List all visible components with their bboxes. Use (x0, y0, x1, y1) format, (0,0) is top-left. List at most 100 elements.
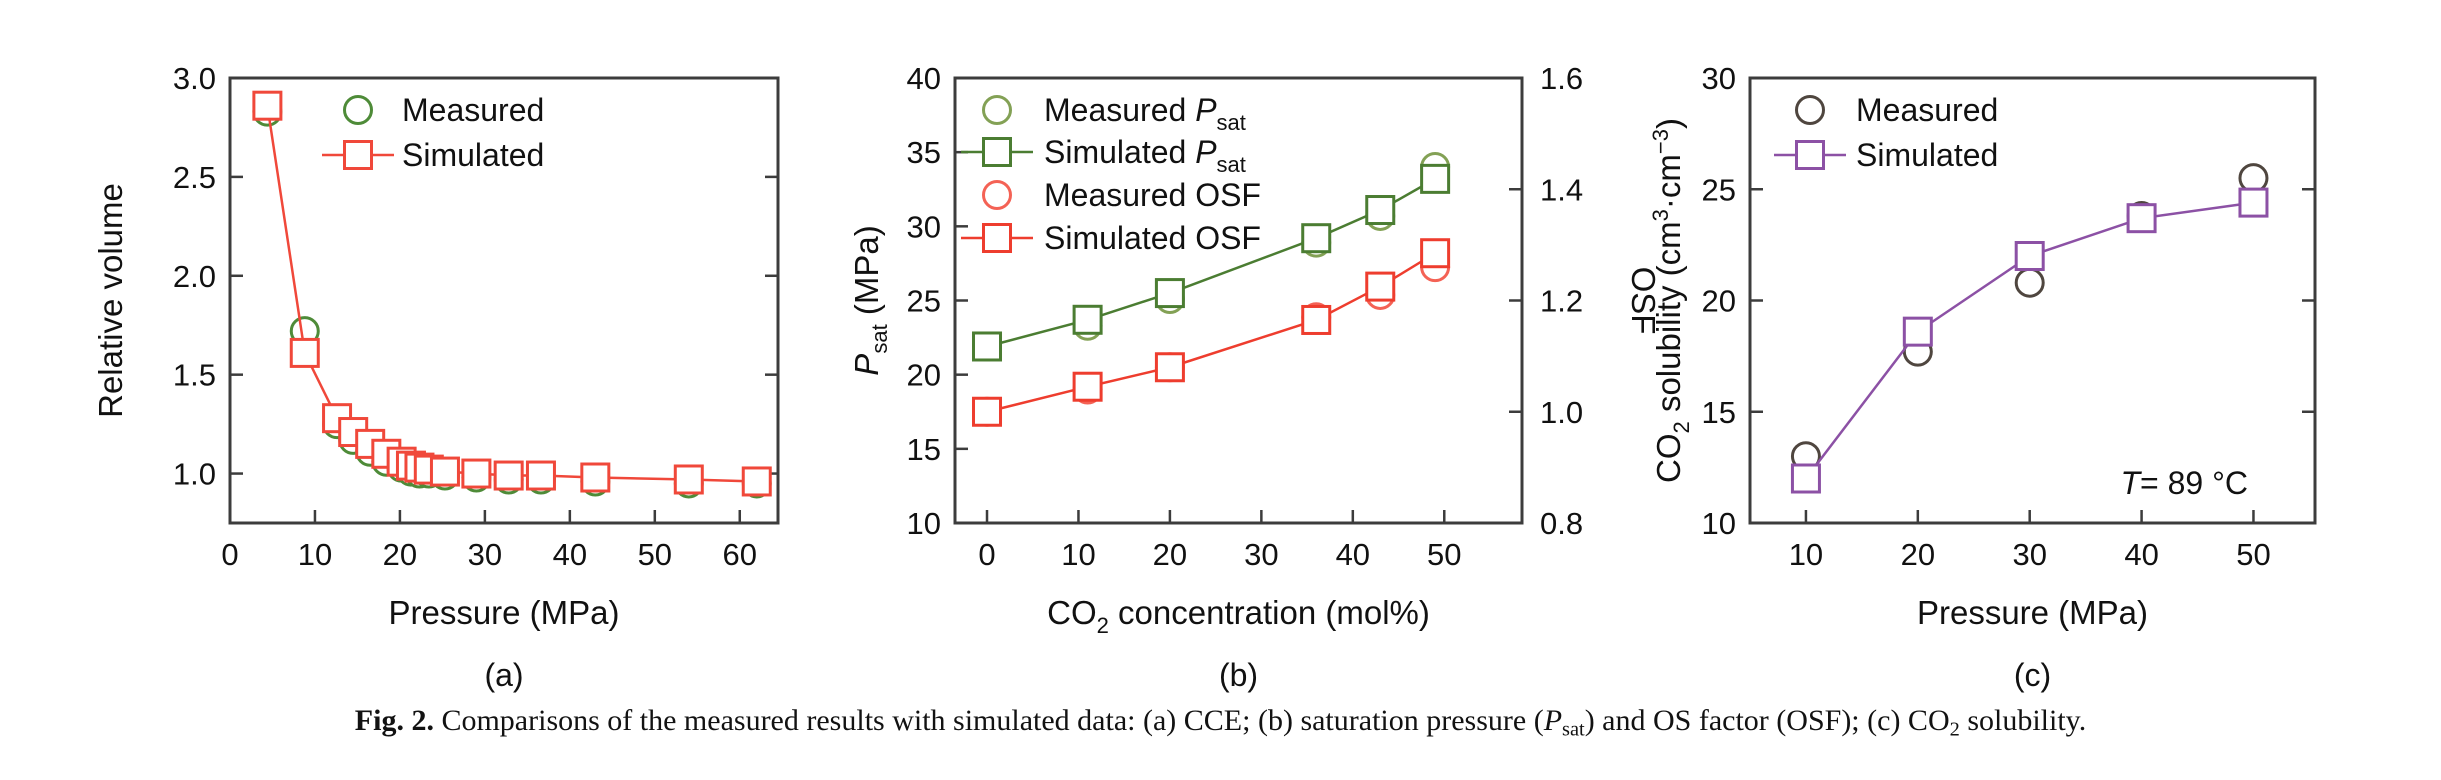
chart-shape: 60 (723, 537, 757, 572)
chart-c-tick-labels: 10 20 30 40 50 10 15 20 25 30 (1702, 61, 2271, 572)
chart-shape: 10 (1789, 537, 1823, 572)
chart-shape: 15 (907, 432, 941, 467)
legend-marker-circle (982, 95, 1012, 125)
chart-shape: 20 (1901, 537, 1935, 572)
chart-shape: 20 (1153, 537, 1187, 572)
chart-shape (953, 76, 1524, 525)
chart-shape: Simulated (402, 137, 544, 173)
legend-marker-circle (343, 95, 373, 125)
chart-shape: P (848, 354, 885, 376)
y-tick-label: 25 (907, 284, 941, 319)
data-point-square (1902, 316, 1933, 347)
data-point-square (972, 331, 1003, 362)
chart-b-tick-labels: 0 10 20 30 40 50 10 15 20 25 30 35 40 0.8 1.0 1.2 1.4 1.6 (907, 61, 1584, 572)
chart-shape: 3.0 (173, 61, 216, 96)
chart-shape: 20 (383, 537, 417, 572)
chart-shape: 50 (2236, 537, 2270, 572)
chart-a-axes (228, 76, 780, 525)
chart-shape: 10 (1061, 537, 1095, 572)
data-point-square (972, 396, 1003, 427)
chart-c: 10 20 30 40 50 10 15 20 25 30 Pressure (MPa) CO2 so… (1648, 61, 2317, 693)
x-tick-label: 30 (468, 537, 502, 572)
chart-shape: 0 (978, 537, 995, 572)
legend-label: Simulated (402, 137, 544, 173)
legend-label: Simulated (1856, 137, 1998, 173)
x-tick-label: 50 (1427, 537, 1461, 572)
data-point-square (525, 460, 556, 491)
chart-shape: 30 (2012, 537, 2046, 572)
chart-shape: 30 (468, 537, 502, 572)
chart-shape: sat (1217, 110, 1246, 135)
figure-caption: Fig. 2. Comparisons of the measured resu… (0, 704, 2441, 742)
legend-label: Measured (402, 92, 544, 128)
chart-b: 0 10 20 30 40 50 10 15 20 25 30 35 40 0.8 1.0 1.2 1.4 1.6… (848, 61, 1662, 693)
chart-a: 0 10 20 30 40 50 60 1.0 1.5 2.0 2.5 3.0 Pressure (MP… (92, 61, 780, 693)
chart-shape: concentration (mol%) (1109, 594, 1430, 631)
data-point-square (1154, 278, 1185, 309)
chart-shape: (c) (2014, 657, 2051, 693)
chart-shape: (MPa) (848, 225, 885, 324)
chart-c-annotation: T= 89 °C (2120, 465, 2248, 501)
y-tick-label: 1.0 (173, 457, 216, 492)
data-point-square (1072, 304, 1103, 335)
chart-shape: 30 (907, 209, 941, 244)
chart-shape (228, 76, 780, 525)
chart-shape: −3 (1648, 129, 1673, 154)
x-tick-label: 0 (978, 537, 995, 572)
data-point-square (1301, 223, 1332, 254)
chart-shape: 2.0 (173, 259, 216, 294)
y-tick-label: 3.0 (173, 61, 216, 96)
caption-segment: Comparisons of the measured results with… (433, 704, 1544, 737)
chart-shape: Simulated OSF (1044, 220, 1261, 256)
chart-c-panel-label: (c) (2014, 657, 2051, 693)
chart-b-panel-label: (b) (1219, 657, 1258, 693)
data-point-square (461, 458, 492, 489)
chart-shape: 50 (1427, 537, 1461, 572)
chart-b-axes (953, 76, 1524, 525)
legend-marker-square (982, 137, 1012, 167)
x-tick-label: 30 (1244, 537, 1278, 572)
y-tick-label: 10 (907, 506, 941, 541)
y-tick-label: 2.0 (173, 259, 216, 294)
data-point-square (580, 462, 611, 493)
y2-tick-label: 1.4 (1540, 172, 1583, 207)
legend-marker-square (982, 223, 1012, 253)
chart-shape: P (1195, 92, 1217, 128)
caption-segment: solubility. (1959, 704, 2087, 737)
data-point-square (252, 90, 283, 121)
chart-shape: CO (1047, 594, 1097, 631)
y-tick-label: 40 (907, 61, 941, 96)
x-tick-label: 40 (553, 537, 587, 572)
chart-a-tick-labels: 0 10 20 30 40 50 60 1.0 1.5 2.0 2.5 3.0 (173, 61, 757, 572)
chart-shape: P (1195, 134, 1217, 170)
chart-shape: 20 (907, 358, 941, 393)
chart-shape: = 89 °C (2140, 465, 2248, 501)
legend-label: Simulated OSF (1044, 220, 1261, 256)
chart-shape: ·cm (1650, 154, 1687, 209)
x-tick-label: 10 (298, 537, 332, 572)
chart-a-x-axis-title: Pressure (MPa) (388, 594, 619, 631)
data-point-square (1420, 163, 1451, 194)
chart-c-series-simulated (1790, 187, 2269, 494)
y-tick-label: 20 (1702, 284, 1736, 319)
legend-label: Simulated Psat (1044, 134, 1246, 177)
figure-caption-text: Comparisons of the measured results with… (433, 704, 2087, 741)
data-point-square (1072, 371, 1103, 402)
x-tick-label: 40 (2124, 537, 2158, 572)
chart-shape: (b) (1219, 657, 1258, 693)
x-tick-label: 10 (1789, 537, 1823, 572)
x-tick-label: 50 (2236, 537, 2270, 572)
caption-segment: ) and OS factor (OSF); (c) CO (1584, 704, 1950, 737)
y-tick-label: 35 (907, 135, 941, 170)
chart-shape: 10 (1702, 506, 1736, 541)
chart-b-series-simulated-psat (972, 163, 1451, 362)
chart-c-legend: Measured Simulated (1774, 92, 1998, 173)
chart-shape: Pressure (MPa) (1917, 594, 2148, 631)
chart-shape: 40 (2124, 537, 2158, 572)
y2-tick-label: 1.6 (1540, 61, 1583, 96)
x-tick-label: 60 (723, 537, 757, 572)
chart-b-y-axis-title: Psat (MPa) (848, 225, 892, 375)
chart-shape: 50 (638, 537, 672, 572)
